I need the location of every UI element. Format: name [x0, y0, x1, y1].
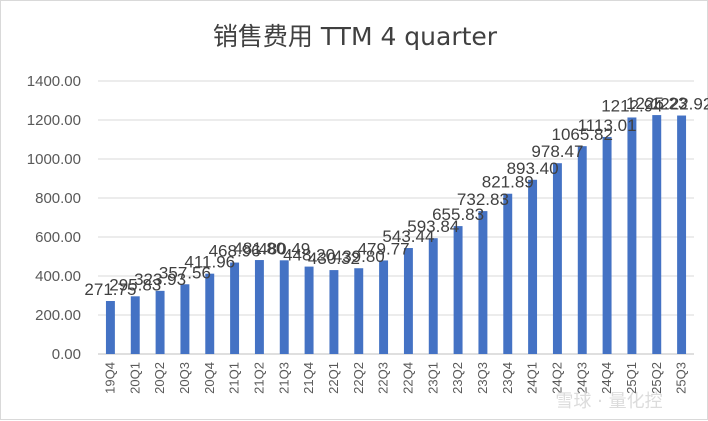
y-tick-label: 1200.00: [27, 112, 81, 129]
gridlines: [98, 80, 694, 355]
data-labels: 271.75295.83323.93357.56411.96468.96481.…: [84, 94, 708, 299]
bar: [503, 193, 513, 354]
bars: [105, 115, 687, 355]
y-axis-ticks: 0.00 200.00 400.00 600.00 800.00 1000.00 1200.…: [27, 73, 81, 363]
bar: [205, 273, 215, 354]
data-label: 1212.94: [601, 96, 662, 115]
x-tick-label: 21Q2: [251, 362, 266, 394]
x-tick-label: 25Q1: [624, 362, 639, 394]
x-tick-label: 23Q1: [425, 362, 440, 394]
bar: [577, 146, 587, 354]
bar: [329, 270, 339, 354]
bar: [453, 226, 463, 354]
data-label: 468.96: [209, 242, 261, 261]
data-label: 295.83: [109, 275, 161, 294]
chart-title: 销售费用 TTM 4 quarter: [213, 22, 498, 51]
x-tick-label: 23Q2: [450, 362, 465, 394]
data-label: 821.89: [482, 173, 534, 192]
x-tick-label: 21Q4: [301, 362, 316, 394]
bar: [180, 284, 190, 354]
bar: [428, 238, 438, 354]
data-label: 978.47: [531, 142, 583, 161]
x-tick-label: 25Q2: [649, 362, 664, 394]
bar: [254, 260, 264, 354]
data-label: 479.77: [358, 239, 410, 258]
y-tick-label: 600.00: [35, 229, 81, 246]
y-tick-label: 400.00: [35, 268, 81, 285]
x-tick-label: 21Q1: [227, 362, 242, 394]
x-tick-label: 24Q4: [599, 362, 614, 394]
bar: [354, 268, 364, 354]
y-tick-label: 0.00: [52, 346, 81, 363]
data-label: 411.96: [184, 253, 235, 272]
bar: [279, 260, 289, 354]
bar: [627, 117, 637, 354]
x-tick-label: 20Q2: [152, 362, 167, 394]
y-tick-label: 1400.00: [27, 73, 81, 90]
data-label: 1113.01: [578, 116, 637, 135]
y-tick-label: 1000.00: [27, 151, 81, 168]
data-label: 448.20: [283, 246, 335, 265]
data-label: 655.83: [432, 205, 484, 224]
x-tick-label: 23Q3: [475, 362, 490, 394]
x-tick-label: 22Q1: [326, 362, 341, 394]
bar: [130, 296, 140, 354]
data-label: 357.56: [159, 263, 211, 282]
x-tick-label: 24Q1: [525, 362, 540, 394]
data-label: 430.32: [308, 249, 360, 268]
data-label: 323.93: [134, 270, 186, 289]
data-label: 481.80: [233, 239, 285, 258]
data-label: 543.44: [382, 227, 434, 246]
data-label: 271.75: [84, 280, 136, 299]
bar: [155, 290, 165, 354]
x-tick-label: 21Q3: [276, 362, 291, 394]
x-tick-label: 24Q2: [549, 362, 564, 394]
bar: [652, 115, 662, 355]
x-tick-label: 23Q4: [500, 362, 515, 394]
data-label: 1222.92: [651, 95, 708, 114]
y-tick-label: 200.00: [35, 307, 81, 324]
x-axis-ticks: 19Q4 20Q1 20Q2 20Q3 20Q4 21Q1 21Q2 21Q3 21Q4 22Q1…: [102, 362, 688, 394]
data-label: 893.40: [507, 159, 559, 178]
x-tick-label: 22Q2: [351, 362, 366, 394]
x-tick-label: 22Q4: [400, 362, 415, 394]
bar: [403, 248, 413, 354]
data-label: 1065.82: [552, 125, 613, 144]
x-tick-label: 20Q1: [127, 362, 142, 394]
data-label: 1225.23: [626, 94, 687, 113]
bar: [304, 266, 314, 354]
bar: [478, 211, 488, 354]
bar: [230, 262, 240, 354]
x-tick-label: 25Q3: [674, 362, 689, 394]
bar: [105, 301, 115, 354]
watermark: 雪球 · 量化控: [555, 391, 662, 412]
data-label: 732.83: [457, 190, 509, 209]
x-tick-label: 20Q4: [202, 362, 217, 394]
bar: [379, 260, 389, 354]
x-tick-label: 19Q4: [102, 362, 117, 394]
data-label: 480.49: [258, 239, 310, 258]
bar: [677, 115, 687, 354]
data-label: 593.84: [407, 217, 459, 236]
bar: [528, 179, 538, 354]
x-tick-label: 24Q3: [574, 362, 589, 394]
y-tick-label: 800.00: [35, 190, 81, 207]
bar: [602, 136, 612, 354]
bar: [552, 163, 562, 354]
x-tick-label: 22Q3: [376, 362, 391, 394]
data-label: 439.80: [333, 247, 385, 266]
x-tick-label: 20Q3: [177, 362, 192, 394]
